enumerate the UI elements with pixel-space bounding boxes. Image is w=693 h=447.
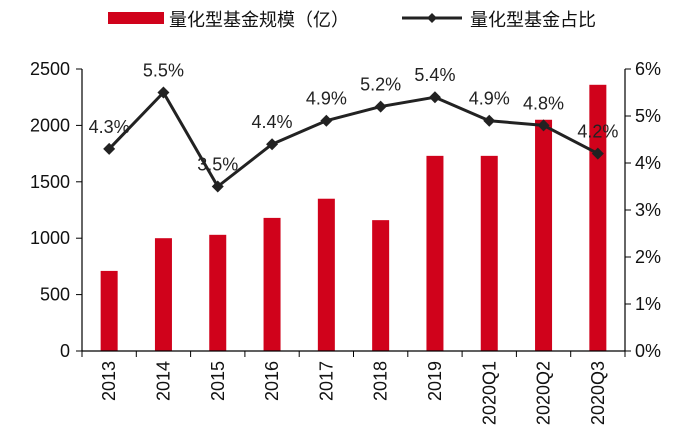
x-tick-label: 2020Q1 <box>479 361 499 425</box>
x-tick-label: 2016 <box>262 361 282 401</box>
bar-2020Q2 <box>535 119 553 351</box>
y-left-tick-label: 1000 <box>30 228 70 248</box>
y-right-tick-label: 1% <box>635 294 661 314</box>
x-tick-label: 2013 <box>99 361 119 401</box>
legend-swatch-bar <box>108 12 164 24</box>
bar-2019 <box>426 155 444 351</box>
legend-label-line: 量化型基金占比 <box>470 10 596 31</box>
bar-2018 <box>372 220 390 351</box>
x-tick-label: 2014 <box>153 361 173 401</box>
line-marker-2020Q2 <box>537 119 550 132</box>
y-left-tick-label: 500 <box>40 285 70 305</box>
bar-2013 <box>100 270 118 351</box>
y-right-tick-label: 3% <box>635 200 661 220</box>
line-marker-2020Q3 <box>591 147 604 160</box>
line-marker-2019 <box>428 91 441 104</box>
y-right-tick-label: 6% <box>635 59 661 79</box>
data-label-2016: 4.4% <box>252 112 293 132</box>
x-tick-label: 2017 <box>316 361 336 401</box>
y-left-tick-label: 2000 <box>30 115 70 135</box>
data-label-2019: 5.4% <box>414 65 455 85</box>
data-label-2018: 5.2% <box>360 75 401 95</box>
legend-marker-line <box>427 13 437 23</box>
x-tick-label: 2020Q3 <box>588 361 608 425</box>
data-label-2013: 4.3% <box>89 117 130 137</box>
data-label-2014: 5.5% <box>143 61 184 81</box>
data-label-2020Q1: 4.9% <box>469 89 510 109</box>
line-marker-2017 <box>320 114 333 127</box>
bar-2017 <box>317 198 335 351</box>
bar-2020Q1 <box>480 155 498 351</box>
y-right-tick-label: 2% <box>635 247 661 267</box>
line-marker-2013 <box>103 142 116 155</box>
y-right-tick-label: 5% <box>635 106 661 126</box>
y-left-tick-label: 2500 <box>30 59 70 79</box>
bar-2016 <box>263 217 281 351</box>
line-marker-2016 <box>266 138 279 151</box>
line-marker-2015 <box>211 180 224 193</box>
bar-2014 <box>154 238 172 351</box>
legend-label-bar: 量化型基金规模（亿） <box>169 10 349 31</box>
y-right-tick-label: 0% <box>635 341 661 361</box>
y-right-tick-label: 4% <box>635 153 661 173</box>
x-tick-label: 2019 <box>425 361 445 401</box>
line-marker-2020Q1 <box>483 114 496 127</box>
data-label-2015: 3.5% <box>197 155 238 175</box>
data-label-2020Q3: 4.2% <box>577 122 618 142</box>
line-marker-2014 <box>157 86 170 99</box>
x-tick-label: 2018 <box>371 361 391 401</box>
y-left-tick-label: 0 <box>60 341 70 361</box>
data-label-2017: 4.9% <box>306 89 347 109</box>
line-series-share <box>108 91 599 188</box>
x-tick-label: 2015 <box>208 361 228 401</box>
y-left-tick-label: 1500 <box>30 172 70 192</box>
data-label-2020Q2: 4.8% <box>523 93 564 113</box>
line-marker-2018 <box>374 100 387 113</box>
bar-2015 <box>209 234 227 351</box>
x-tick-label: 2020Q2 <box>534 361 554 425</box>
